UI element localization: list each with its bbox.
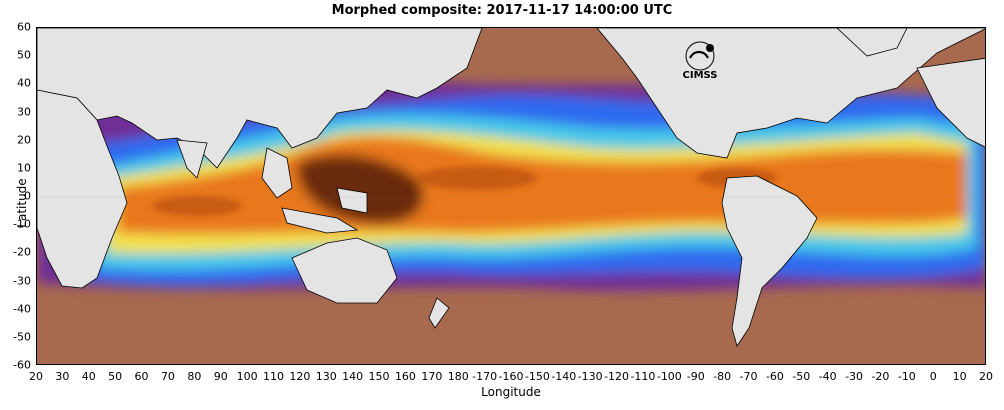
y-tick-label: -10 xyxy=(13,217,31,231)
x-tick-label: -100 xyxy=(656,370,682,383)
x-tick-label: 110 xyxy=(263,370,284,383)
x-tick-label: -110 xyxy=(630,370,656,383)
x-tick-label: -60 xyxy=(765,370,784,383)
x-tick-label: 20 xyxy=(29,370,43,383)
x-tick-label: 50 xyxy=(108,370,123,383)
x-tick-label: 160 xyxy=(394,370,416,383)
x-tick-label: 120 xyxy=(289,370,311,383)
south-america xyxy=(721,175,818,347)
x-tick-label: 100 xyxy=(236,370,258,383)
x-tick-label: -140 xyxy=(551,370,577,383)
x-tick-label: 170 xyxy=(421,370,443,383)
x-tick-label: 30 xyxy=(55,370,70,383)
x-tick-label: -30 xyxy=(845,370,864,383)
y-tick-label: -40 xyxy=(13,302,31,316)
cimss-logo: CIMSS xyxy=(676,38,724,82)
cimss-logo-text: CIMSS xyxy=(683,70,718,81)
x-tick-label: 180 xyxy=(447,370,469,383)
x-tick-label: 150 xyxy=(368,370,390,383)
y-tick-label: -30 xyxy=(13,274,31,287)
x-tick-label: -20 xyxy=(871,370,890,383)
x-tick-label: 0 xyxy=(929,370,937,383)
x-tick-label: 40 xyxy=(81,370,96,383)
x-tick-label: 10 xyxy=(952,370,967,383)
x-tick-label: -80 xyxy=(713,370,732,383)
x-tick-label: -90 xyxy=(686,370,705,383)
x-tick-label: -10 xyxy=(897,370,916,383)
x-tick-label: -50 xyxy=(792,370,811,383)
x-axis-label: Longitude xyxy=(481,385,541,399)
x-tick-label: -130 xyxy=(577,370,603,383)
x-tick-label: 130 xyxy=(315,370,337,383)
x-tick-label: -160 xyxy=(498,370,524,383)
x-tick-label: -150 xyxy=(524,370,550,383)
africa xyxy=(37,89,128,289)
x-tick-label: -170 xyxy=(472,370,498,383)
y-tick-label: 50 xyxy=(17,48,31,62)
x-tick-label: 60 xyxy=(134,370,149,383)
y-tick-label: 20 xyxy=(17,133,31,147)
map-svg xyxy=(37,28,985,364)
x-tick-label: 90 xyxy=(213,370,228,383)
australia xyxy=(291,237,398,304)
y-tick-label: -50 xyxy=(13,330,31,344)
x-tick-label: -40 xyxy=(818,370,837,383)
y-tick-label: 10 xyxy=(17,161,31,175)
map-title: Morphed composite: 2017-11-17 14:00:00 U… xyxy=(331,3,673,18)
x-tick-label: -120 xyxy=(604,370,630,383)
precipitable-water-map xyxy=(36,27,986,365)
y-tick-label: 0 xyxy=(24,189,31,203)
x-tick-label: -70 xyxy=(739,370,758,383)
y-tick-label: 60 xyxy=(17,20,31,34)
india xyxy=(176,139,208,179)
x-tick-label: 140 xyxy=(342,370,364,383)
x-tick-label: 70 xyxy=(160,370,175,383)
x-tick-label: 20 xyxy=(979,370,993,383)
y-axis-label: Latitude xyxy=(15,178,29,228)
y-tick-label: -60 xyxy=(13,358,31,372)
y-tick-label: -20 xyxy=(13,245,31,259)
y-tick-label: 40 xyxy=(17,76,31,90)
x-tick-label: 80 xyxy=(187,370,202,383)
y-tick-label: 30 xyxy=(17,105,31,118)
